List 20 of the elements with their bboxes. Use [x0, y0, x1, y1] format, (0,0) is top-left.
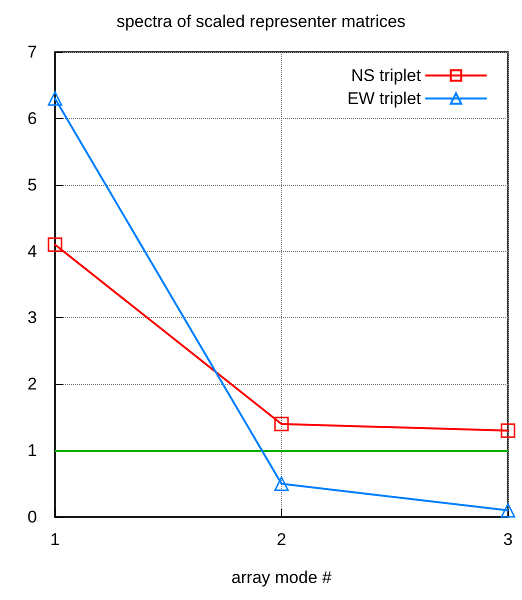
- x-tick-label: 2: [276, 530, 286, 549]
- point: [48, 91, 62, 106]
- y-tick-label: 5: [28, 175, 37, 194]
- y-tick-label: 1: [28, 441, 37, 460]
- point: [48, 237, 62, 252]
- y-tick-label: 2: [28, 374, 37, 394]
- legend-label: EW triplet: [347, 89, 422, 108]
- legend-label: NS triplet: [351, 66, 422, 85]
- x-tick-label: 3: [503, 530, 513, 549]
- y-tick-label: 3: [28, 308, 37, 328]
- y-tick-label: 6: [28, 108, 37, 128]
- y-tick-label: 0: [28, 508, 37, 526]
- point: [500, 423, 516, 438]
- x-tick-label: 1: [50, 530, 60, 549]
- point: [274, 416, 289, 432]
- point: [274, 476, 289, 492]
- x-axis-title: array mode #: [231, 568, 332, 587]
- chart-title: spectra of scaled representer matrices: [116, 12, 406, 31]
- y-tick-label: 4: [28, 242, 37, 261]
- y-tick-label: 7: [28, 42, 37, 62]
